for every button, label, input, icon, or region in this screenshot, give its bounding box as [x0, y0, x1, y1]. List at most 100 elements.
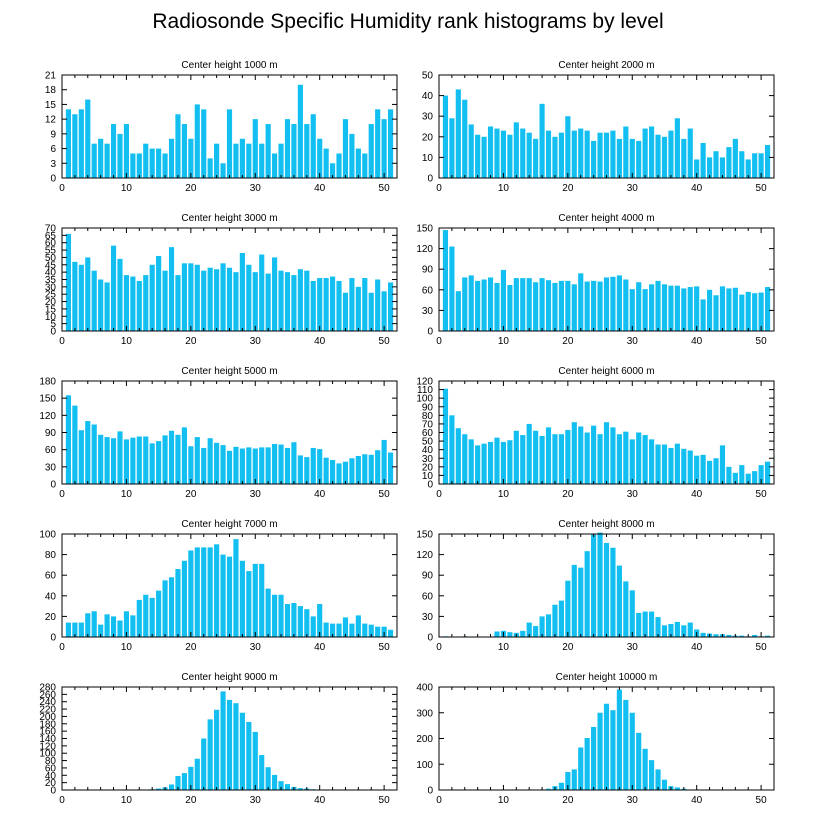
histogram-bar: [584, 130, 590, 178]
histogram-bar: [558, 132, 564, 178]
histogram-bar: [565, 280, 571, 331]
histogram-bar: [752, 153, 758, 178]
y-tick-label: 120: [39, 741, 56, 752]
histogram-bar: [278, 781, 284, 790]
histogram-bar: [110, 124, 117, 178]
histogram-bar: [123, 439, 129, 484]
histogram-bar: [143, 594, 149, 637]
histogram-bar: [65, 109, 72, 178]
histogram-panel: Center height 10000 m 0 10 20 30 40 50 0 100 200 3…: [416, 672, 775, 806]
histogram-bar: [668, 447, 674, 484]
histogram-bar: [526, 132, 532, 178]
histogram-bar: [317, 604, 323, 637]
histogram-bar: [291, 275, 297, 331]
histogram-bar: [610, 427, 616, 484]
histogram-bar: [317, 278, 323, 331]
y-tick-label: 12: [45, 115, 57, 126]
histogram-bar: [272, 443, 278, 484]
y-tick-label: 140: [39, 734, 56, 745]
histogram-bar: [636, 140, 642, 178]
y-tick-label: 3: [50, 159, 56, 170]
x-tick-label: 50: [756, 489, 768, 500]
y-tick-label: 40: [422, 91, 434, 102]
y-tick-label: 120: [416, 550, 433, 561]
histogram-bar: [252, 272, 258, 331]
histogram-bar: [539, 616, 545, 637]
histogram-bar: [513, 430, 519, 484]
histogram-bar: [246, 571, 252, 637]
histogram-bar: [220, 691, 226, 790]
y-tick-label: 220: [39, 705, 56, 716]
histogram-bar: [98, 624, 104, 637]
histogram-bar: [487, 277, 494, 331]
x-tick-label: 0: [59, 183, 65, 194]
histogram-bar: [739, 465, 745, 484]
y-tick-label: 15: [45, 304, 57, 315]
x-tick-label: 10: [121, 795, 133, 806]
histogram-bar: [687, 287, 693, 331]
histogram-bar: [475, 280, 481, 331]
histogram-bar: [713, 151, 719, 178]
histogram-bar: [362, 623, 368, 637]
histogram-bar: [533, 138, 539, 178]
histogram-bar: [85, 99, 91, 178]
histogram-bar: [175, 434, 181, 484]
y-tick-label: 0: [50, 480, 56, 491]
x-tick-label: 20: [562, 183, 574, 194]
histogram-bar: [265, 273, 271, 331]
y-tick-label: 6: [50, 144, 56, 155]
histogram-bar: [214, 544, 220, 637]
x-tick-label: 40: [314, 336, 326, 347]
histogram-bar: [168, 247, 175, 331]
histogram-bar: [149, 264, 155, 331]
histogram-bar: [552, 136, 558, 178]
y-tick-label: 30: [422, 112, 434, 123]
histogram-bar: [719, 286, 726, 331]
histogram-panel: Center height 6000 m0 10 20 30 40 50010203040…: [416, 366, 775, 500]
y-tick-label: 90: [422, 571, 434, 582]
y-tick-label: 0: [50, 174, 56, 185]
y-tick-label: 0: [427, 633, 433, 644]
histogram-bar: [745, 159, 751, 178]
histogram-bar: [330, 623, 336, 637]
histogram-bar: [181, 124, 187, 178]
histogram-bar: [265, 124, 271, 178]
histogram-bar: [571, 564, 577, 637]
histogram-bar: [252, 731, 258, 790]
x-tick-label: 30: [250, 642, 262, 653]
x-tick-label: 30: [250, 336, 262, 347]
histogram-bar: [162, 153, 168, 178]
histogram-bar: [694, 286, 700, 331]
y-tick-label: 0: [427, 174, 433, 185]
histogram-bar: [272, 774, 278, 790]
histogram-bar: [565, 429, 571, 484]
histogram-bar: [539, 435, 545, 484]
y-tick-label: 20: [45, 778, 57, 789]
histogram-bar: [272, 153, 278, 178]
histogram-bar: [168, 784, 175, 790]
y-tick-label: 10: [422, 471, 434, 482]
histogram-bar: [616, 434, 622, 484]
histogram-bar: [655, 134, 661, 178]
histogram-bar: [668, 623, 674, 637]
y-tick-label: 20: [422, 462, 434, 473]
histogram-bar: [520, 128, 526, 178]
x-tick-label: 10: [498, 795, 510, 806]
histogram-bar: [442, 95, 449, 178]
histogram-bar: [355, 148, 361, 178]
x-tick-label: 0: [436, 795, 442, 806]
histogram-bar: [278, 270, 284, 331]
histogram-bar: [297, 269, 303, 331]
histogram-bar: [732, 138, 738, 178]
histogram-bar: [571, 284, 577, 331]
histogram-bar: [110, 438, 117, 484]
histogram-bar: [220, 445, 226, 484]
histogram-bar: [655, 617, 661, 637]
histogram-bar: [455, 291, 461, 331]
histogram-bar: [668, 285, 674, 331]
histogram-bar: [661, 444, 668, 484]
histogram-bar: [571, 130, 577, 178]
histogram-bar: [636, 732, 642, 790]
histogram-bar: [681, 625, 687, 637]
histogram-bar: [732, 287, 738, 331]
